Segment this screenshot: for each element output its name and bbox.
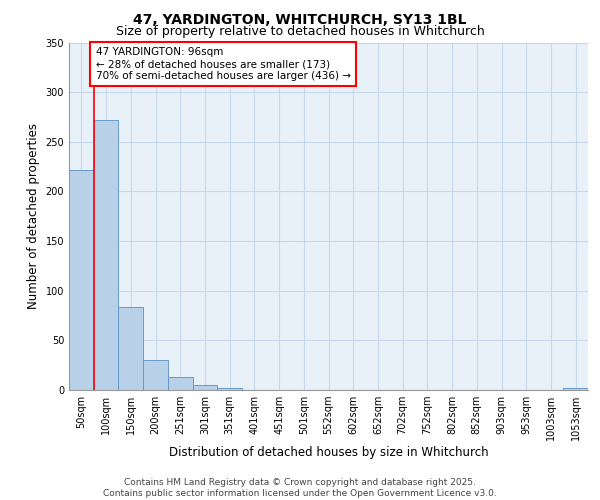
Bar (217, 388, 242, 390)
Bar (94, 120, 118, 390)
Bar (69, 170, 94, 390)
Bar (143, 360, 168, 390)
Text: Contains HM Land Registry data © Crown copyright and database right 2025.
Contai: Contains HM Land Registry data © Crown c… (103, 478, 497, 498)
Y-axis label: Number of detached properties: Number of detached properties (27, 123, 40, 309)
Bar (563, 388, 588, 390)
Text: 47 YARDINGTON: 96sqm
← 28% of detached houses are smaller (173)
70% of semi-deta: 47 YARDINGTON: 96sqm ← 28% of detached h… (95, 48, 350, 80)
Bar (118, 306, 143, 390)
Bar (168, 377, 193, 390)
Text: Size of property relative to detached houses in Whitchurch: Size of property relative to detached ho… (116, 25, 484, 38)
Text: 47, YARDINGTON, WHITCHURCH, SY13 1BL: 47, YARDINGTON, WHITCHURCH, SY13 1BL (133, 12, 467, 26)
Bar (193, 385, 217, 390)
X-axis label: Distribution of detached houses by size in Whitchurch: Distribution of detached houses by size … (169, 446, 488, 459)
